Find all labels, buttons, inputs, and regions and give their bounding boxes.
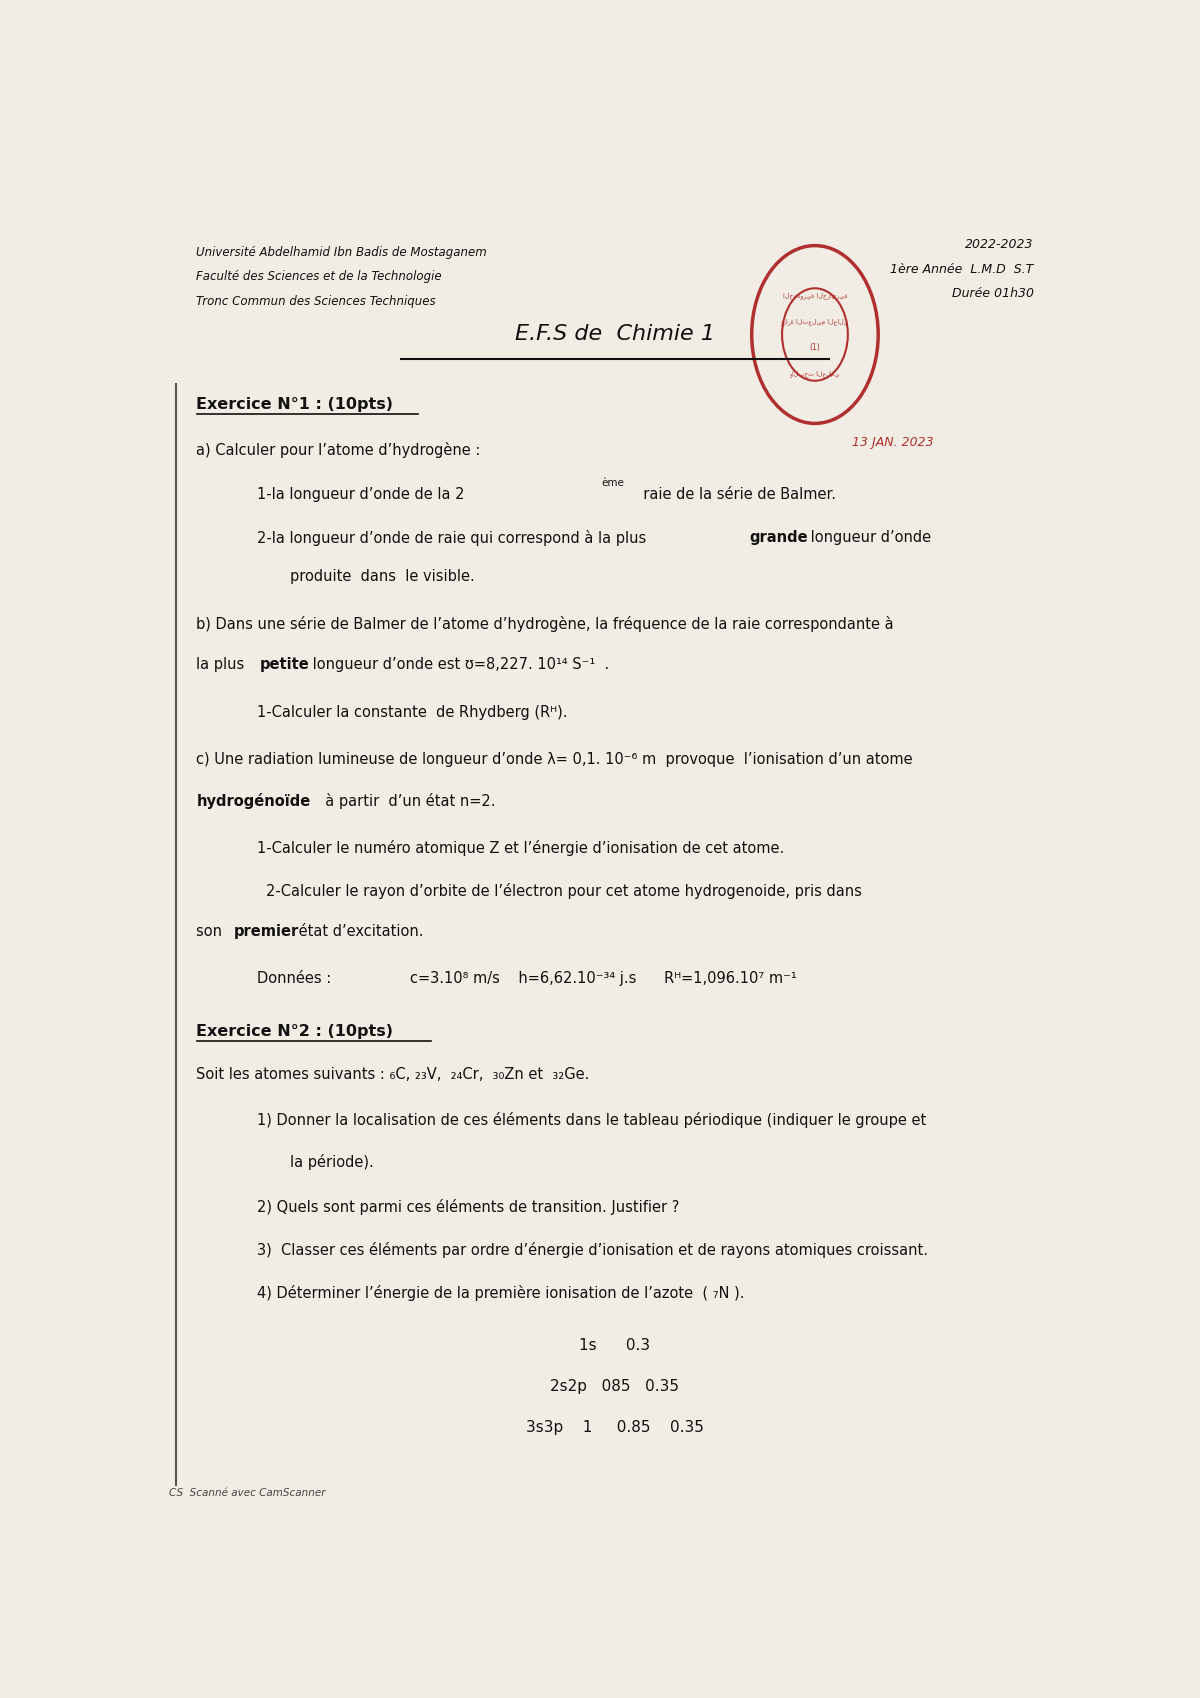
Text: son: son: [197, 924, 227, 939]
Text: والبحث العلمي: والبحث العلمي: [790, 370, 840, 377]
Text: الجمهورية الجزائرية: الجمهورية الجزائرية: [782, 292, 847, 299]
Text: Exercice N°1 : (10pts): Exercice N°1 : (10pts): [197, 397, 394, 413]
Text: la période).: la période).: [289, 1153, 373, 1170]
Text: 4) Déterminer l’énergie de la première ionisation de l’azote  ( ₇N ).: 4) Déterminer l’énergie de la première i…: [257, 1285, 744, 1301]
Text: longueur d’onde: longueur d’onde: [805, 530, 931, 545]
Text: 1-la longueur d’onde de la 2: 1-la longueur d’onde de la 2: [257, 487, 464, 503]
Text: Soit les atomes suivants : ₆C, ₂₃V,  ₂₄Cr,  ₃₀Zn et  ₃₂Ge.: Soit les atomes suivants : ₆C, ₂₃V, ₂₄Cr…: [197, 1068, 590, 1082]
Text: 2) Quels sont parmi ces éléments de transition. Justifier ?: 2) Quels sont parmi ces éléments de tran…: [257, 1199, 679, 1214]
Text: hydrogénoïde: hydrogénoïde: [197, 793, 311, 808]
Text: a) Calculer pour l’atome d’hydrogène :: a) Calculer pour l’atome d’hydrogène :: [197, 441, 481, 458]
Text: raie de la série de Balmer.: raie de la série de Balmer.: [634, 487, 835, 503]
Text: 2022-2023: 2022-2023: [965, 238, 1033, 251]
Text: 3)  Classer ces éléments par ordre d’énergie d’ionisation et de rayons atomiques: 3) Classer ces éléments par ordre d’éner…: [257, 1241, 928, 1258]
Text: 1-Calculer le numéro atomique Z et l’énergie d’ionisation de cet atome.: 1-Calculer le numéro atomique Z et l’éne…: [257, 841, 785, 856]
Text: la plus: la plus: [197, 657, 250, 672]
Text: ème: ème: [601, 477, 624, 487]
Text: 13 JAN. 2023: 13 JAN. 2023: [852, 436, 934, 450]
Text: c=3.10⁸ m/s    h=6,62.10⁻³⁴ j.s      Rᴴ=1,096.10⁷ m⁻¹: c=3.10⁸ m/s h=6,62.10⁻³⁴ j.s Rᴴ=1,096.10…: [410, 971, 797, 987]
Text: 1ère Année  L.M.D  S.T: 1ère Année L.M.D S.T: [890, 263, 1033, 275]
Text: CS  Scanné avec CamScanner: CS Scanné avec CamScanner: [168, 1487, 325, 1498]
Text: 2s2p   085   0.35: 2s2p 085 0.35: [551, 1379, 679, 1394]
Text: Faculté des Sciences et de la Technologie: Faculté des Sciences et de la Technologi…: [197, 270, 442, 284]
Text: longueur d’onde est ʊ=8,227. 10¹⁴ S⁻¹  .: longueur d’onde est ʊ=8,227. 10¹⁴ S⁻¹ .: [308, 657, 610, 672]
Text: وزارة التعليم العالي: وزارة التعليم العالي: [781, 318, 850, 324]
Text: b) Dans une série de Balmer de l’atome d’hydrogène, la fréquence de la raie corr: b) Dans une série de Balmer de l’atome d…: [197, 616, 894, 632]
Text: premier: premier: [234, 924, 299, 939]
Text: c) Une radiation lumineuse de longueur d’onde λ= 0,1. 10⁻⁶ m  provoque  l’ionisa: c) Une radiation lumineuse de longueur d…: [197, 752, 913, 766]
Text: 1) Donner la localisation de ces éléments dans le tableau périodique (indiquer l: 1) Donner la localisation de ces élément…: [257, 1112, 926, 1129]
Text: petite: petite: [259, 657, 310, 672]
Text: Données :: Données :: [257, 971, 331, 987]
Text: 1-Calculer la constante  de Rhydberg (Rᴴ).: 1-Calculer la constante de Rhydberg (Rᴴ)…: [257, 705, 568, 720]
Text: 2-Calculer le rayon d’orbite de l’électron pour cet atome hydrogenoide, pris dan: 2-Calculer le rayon d’orbite de l’électr…: [266, 883, 862, 898]
Text: 2-la longueur d’onde de raie qui correspond à la plus: 2-la longueur d’onde de raie qui corresp…: [257, 530, 650, 547]
Text: Exercice N°2 : (10pts): Exercice N°2 : (10pts): [197, 1024, 394, 1039]
Text: produite  dans  le visible.: produite dans le visible.: [289, 569, 474, 584]
Text: état d’excitation.: état d’excitation.: [294, 924, 424, 939]
Text: 3s3p    1     0.85    0.35: 3s3p 1 0.85 0.35: [526, 1420, 704, 1435]
Text: (1): (1): [810, 343, 821, 351]
Text: Tronc Commun des Sciences Techniques: Tronc Commun des Sciences Techniques: [197, 295, 436, 309]
Text: à partir  d’un état n=2.: à partir d’un état n=2.: [316, 793, 496, 808]
Text: E.F.S de  Chimie 1: E.F.S de Chimie 1: [515, 324, 715, 345]
Text: 1s      0.3: 1s 0.3: [580, 1338, 650, 1353]
Text: Durée 01h30: Durée 01h30: [952, 287, 1033, 301]
Text: grande: grande: [750, 530, 809, 545]
Text: Université Abdelhamid Ibn Badis de Mostaganem: Université Abdelhamid Ibn Badis de Mosta…: [197, 246, 487, 258]
